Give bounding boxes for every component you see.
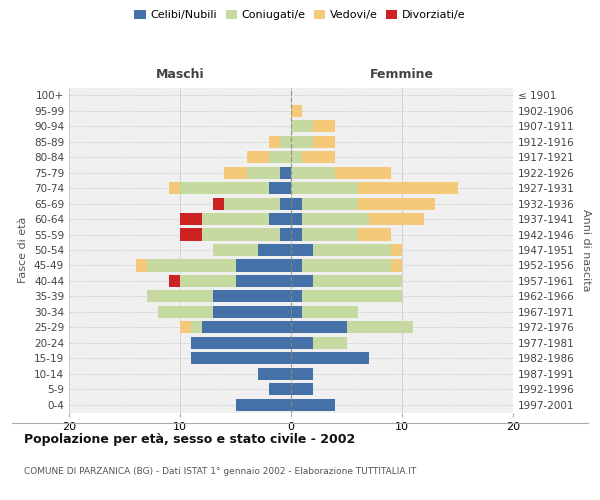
Bar: [291, 398, 335, 411]
Bar: [358, 182, 458, 194]
Bar: [291, 383, 313, 396]
Bar: [202, 213, 269, 225]
Text: COMUNE DI PARZANICA (BG) - Dati ISTAT 1° gennaio 2002 - Elaborazione TUTTITALIA.: COMUNE DI PARZANICA (BG) - Dati ISTAT 1°…: [24, 468, 416, 476]
Bar: [214, 306, 291, 318]
Bar: [280, 136, 291, 147]
Bar: [191, 322, 202, 334]
Bar: [313, 275, 402, 287]
Bar: [169, 275, 180, 287]
Bar: [247, 151, 269, 163]
Bar: [291, 352, 369, 364]
Bar: [291, 275, 313, 287]
Bar: [180, 275, 235, 287]
Bar: [302, 260, 391, 272]
Bar: [235, 260, 291, 272]
Bar: [302, 306, 358, 318]
Bar: [180, 228, 202, 240]
Bar: [291, 244, 313, 256]
Bar: [291, 306, 302, 318]
Bar: [258, 244, 291, 256]
Y-axis label: Anni di nascita: Anni di nascita: [581, 208, 591, 291]
Y-axis label: Fasce di età: Fasce di età: [19, 217, 28, 283]
Bar: [169, 182, 180, 194]
Text: Maschi: Maschi: [155, 68, 205, 82]
Bar: [291, 136, 313, 147]
Bar: [291, 260, 302, 272]
Bar: [358, 198, 436, 209]
Bar: [313, 120, 335, 132]
Bar: [291, 322, 347, 334]
Bar: [158, 306, 214, 318]
Bar: [146, 290, 214, 302]
Bar: [180, 182, 269, 194]
Bar: [302, 213, 369, 225]
Bar: [214, 198, 224, 209]
Text: Femmine: Femmine: [370, 68, 434, 82]
Text: Popolazione per età, sesso e stato civile - 2002: Popolazione per età, sesso e stato civil…: [24, 432, 355, 446]
Bar: [224, 166, 247, 178]
Bar: [291, 151, 302, 163]
Bar: [291, 337, 313, 349]
Legend: Celibi/Nubili, Coniugati/e, Vedovi/e, Divorziati/e: Celibi/Nubili, Coniugati/e, Vedovi/e, Di…: [130, 6, 470, 25]
Bar: [291, 228, 302, 240]
Bar: [280, 198, 291, 209]
Bar: [258, 368, 291, 380]
Bar: [235, 275, 291, 287]
Bar: [235, 398, 291, 411]
Bar: [302, 228, 358, 240]
Bar: [280, 228, 291, 240]
Bar: [269, 151, 291, 163]
Bar: [214, 290, 291, 302]
Bar: [313, 337, 347, 349]
Bar: [280, 166, 291, 178]
Bar: [291, 182, 358, 194]
Bar: [302, 151, 335, 163]
Bar: [136, 260, 146, 272]
Bar: [347, 322, 413, 334]
Bar: [291, 104, 302, 117]
Bar: [224, 198, 280, 209]
Bar: [291, 166, 335, 178]
Bar: [269, 136, 280, 147]
Bar: [302, 198, 358, 209]
Bar: [291, 198, 302, 209]
Bar: [358, 228, 391, 240]
Bar: [269, 383, 291, 396]
Bar: [180, 322, 191, 334]
Bar: [391, 244, 402, 256]
Bar: [191, 352, 291, 364]
Bar: [269, 182, 291, 194]
Bar: [180, 213, 202, 225]
Bar: [335, 166, 391, 178]
Bar: [313, 244, 391, 256]
Bar: [191, 337, 291, 349]
Bar: [214, 244, 258, 256]
Bar: [302, 290, 402, 302]
Bar: [391, 260, 402, 272]
Bar: [291, 213, 302, 225]
Bar: [247, 166, 280, 178]
Bar: [202, 228, 280, 240]
Bar: [269, 213, 291, 225]
Bar: [291, 120, 313, 132]
Bar: [146, 260, 235, 272]
Bar: [313, 136, 335, 147]
Bar: [369, 213, 424, 225]
Bar: [291, 290, 302, 302]
Bar: [291, 368, 313, 380]
Bar: [202, 322, 291, 334]
